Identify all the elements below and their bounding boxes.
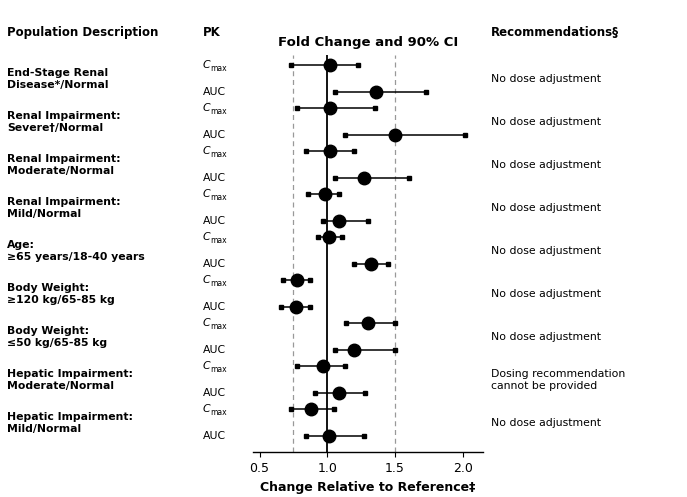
Text: No dose adjustment: No dose adjustment — [491, 289, 601, 299]
Text: AUC: AUC — [203, 345, 226, 355]
Text: Hepatic Impairment:
Moderate/Normal: Hepatic Impairment: Moderate/Normal — [7, 369, 133, 391]
Text: No dose adjustment: No dose adjustment — [491, 246, 601, 256]
Text: C: C — [203, 233, 210, 243]
Text: PK: PK — [203, 26, 221, 39]
Text: C: C — [203, 404, 210, 414]
Title: Fold Change and 90% CI: Fold Change and 90% CI — [278, 36, 458, 49]
Text: C: C — [203, 275, 210, 285]
Text: C: C — [203, 189, 210, 199]
Text: AUC: AUC — [203, 431, 226, 441]
Text: max: max — [210, 64, 227, 73]
Text: Recommendations§: Recommendations§ — [491, 26, 619, 39]
Text: AUC: AUC — [203, 173, 226, 183]
Text: Renal Impairment:
Mild/Normal: Renal Impairment: Mild/Normal — [7, 197, 120, 219]
Text: C: C — [203, 103, 210, 113]
Text: No dose adjustment: No dose adjustment — [491, 117, 601, 127]
Text: Dosing recommendation
cannot be provided: Dosing recommendation cannot be provided — [491, 369, 625, 391]
Text: max: max — [210, 322, 227, 331]
Text: max: max — [210, 107, 227, 116]
Text: C: C — [203, 147, 210, 157]
Text: C: C — [203, 61, 210, 71]
Text: AUC: AUC — [203, 216, 226, 226]
Text: AUC: AUC — [203, 388, 226, 398]
Text: AUC: AUC — [203, 259, 226, 269]
Text: max: max — [210, 193, 227, 202]
Text: Renal Impairment:
Severe†/Normal: Renal Impairment: Severe†/Normal — [7, 111, 120, 133]
Text: C: C — [203, 361, 210, 371]
Text: max: max — [210, 365, 227, 374]
Text: No dose adjustment: No dose adjustment — [491, 74, 601, 84]
Text: max: max — [210, 408, 227, 417]
Text: Population Description: Population Description — [7, 26, 158, 39]
Text: AUC: AUC — [203, 87, 226, 97]
Text: No dose adjustment: No dose adjustment — [491, 417, 601, 428]
Text: Body Weight:
≤50 kg/65-85 kg: Body Weight: ≤50 kg/65-85 kg — [7, 326, 107, 347]
Text: AUC: AUC — [203, 130, 226, 140]
Text: No dose adjustment: No dose adjustment — [491, 160, 601, 170]
Text: Body Weight:
≥120 kg/65-85 kg: Body Weight: ≥120 kg/65-85 kg — [7, 283, 115, 305]
Text: Age:
≥65 years/18-40 years: Age: ≥65 years/18-40 years — [7, 240, 145, 261]
Text: No dose adjustment: No dose adjustment — [491, 332, 601, 342]
Text: No dose adjustment: No dose adjustment — [491, 203, 601, 213]
Text: Hepatic Impairment:
Mild/Normal: Hepatic Impairment: Mild/Normal — [7, 412, 133, 433]
Text: Renal Impairment:
Moderate/Normal: Renal Impairment: Moderate/Normal — [7, 154, 120, 175]
Text: End-Stage Renal
Disease*/Normal: End-Stage Renal Disease*/Normal — [7, 68, 109, 89]
Text: AUC: AUC — [203, 302, 226, 312]
Text: C: C — [203, 318, 210, 329]
Text: max: max — [210, 150, 227, 159]
Text: max: max — [210, 236, 227, 245]
Text: max: max — [210, 279, 227, 288]
X-axis label: Change Relative to Reference‡: Change Relative to Reference‡ — [260, 481, 475, 494]
